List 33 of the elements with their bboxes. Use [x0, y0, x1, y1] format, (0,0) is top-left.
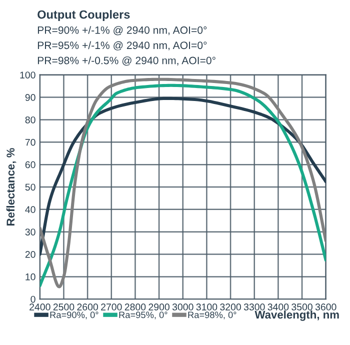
- y-tick-label: 10: [26, 273, 36, 280]
- y-tick-label: 40: [25, 206, 36, 214]
- y-tick-label: 90: [25, 94, 36, 101]
- y-tick-label: 50: [25, 184, 36, 191]
- legend-label: Ra=95%, 0°: [119, 312, 168, 320]
- x-tick-label: 2800: [124, 304, 146, 310]
- x-tick-label: 3000: [172, 304, 194, 310]
- y-tick-label: 80: [25, 116, 36, 124]
- x-tick-label: 2400: [30, 304, 50, 310]
- x-tick-label: 2500: [53, 304, 74, 310]
- legend-label: Ra=90%, 0°: [50, 312, 98, 320]
- x-tick-label: 3300: [244, 304, 265, 310]
- y-tick-label: 20: [25, 251, 36, 258]
- text: PR=98% +/-0.5% @ 2940 nm, AOI=0°: [38, 56, 216, 66]
- x-tick-label: 2700: [101, 304, 122, 310]
- x-tick-label: 3600: [315, 304, 336, 310]
- x-tick-label: 3100: [196, 304, 218, 310]
- x-tick-label: 2900: [148, 304, 170, 310]
- x-tick-label: 3400: [268, 304, 289, 310]
- text: PR=95% +/-1% @ 2940 nm, AOI=0°: [38, 41, 207, 50]
- legend-label: Ra=98%, 0°: [188, 312, 236, 320]
- y-tick-label: 70: [25, 138, 36, 146]
- y-tick-label: 30: [25, 228, 36, 236]
- x-tick-label: 3200: [220, 304, 241, 310]
- chart-title: Output Couplers: [38, 10, 130, 22]
- y-tick-label: 0: [30, 296, 36, 303]
- x-tick-label: 2600: [77, 304, 98, 310]
- y-tick-label: 60: [25, 161, 36, 168]
- y-tick-label: 100: [20, 72, 36, 78]
- y-axis-title: Reflectance, %: [6, 148, 16, 226]
- x-axis-title: Wavelength, nm: [254, 310, 339, 321]
- x-tick-label: 3500: [292, 304, 312, 310]
- chart-subtitle: PR=90% +/-1% @ 2940 nm, AOI=0°: [38, 26, 207, 36]
